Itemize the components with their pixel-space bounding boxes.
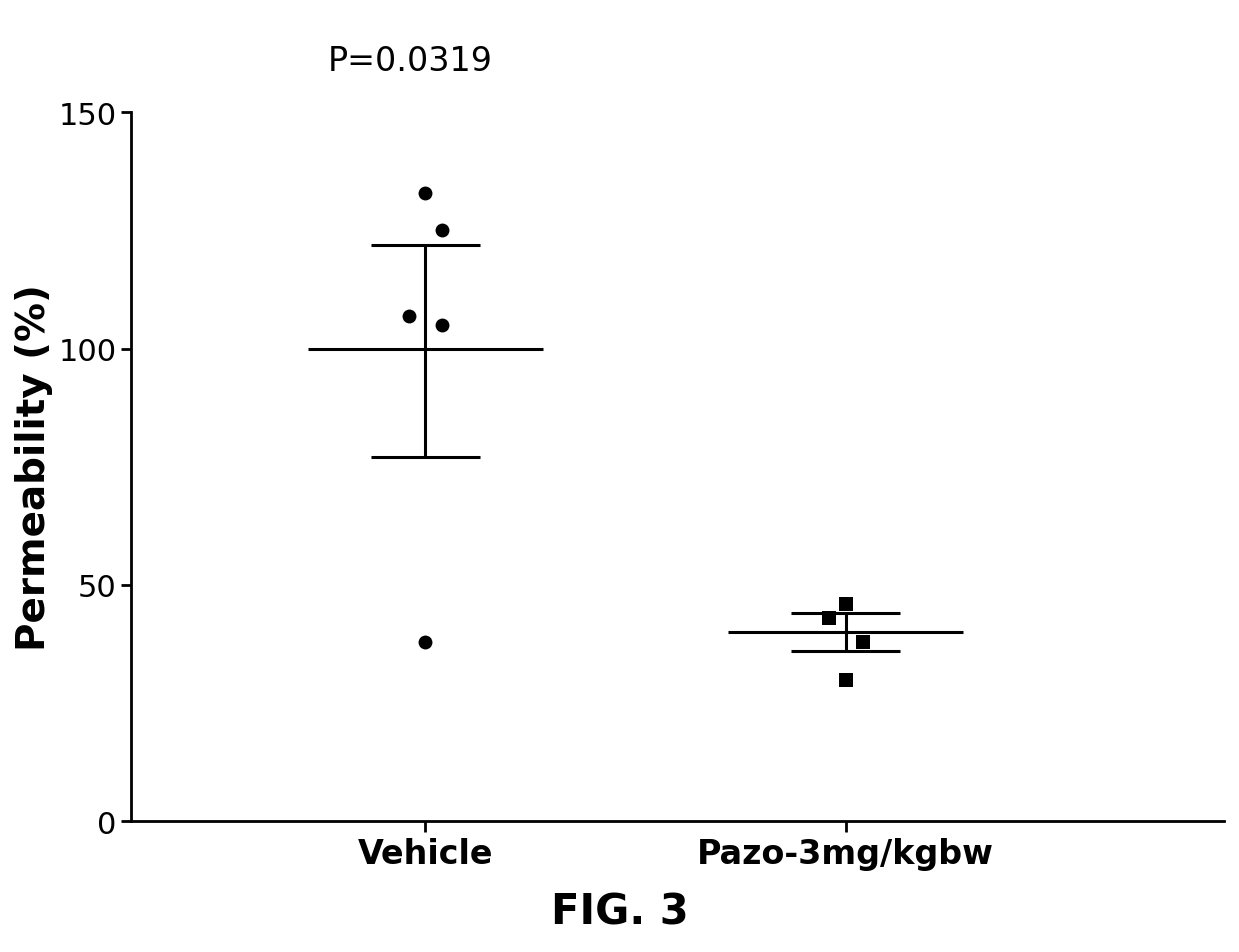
Point (432, 224, 452, 239)
Point (415, 634, 435, 649)
Point (819, 611, 839, 626)
Point (836, 672, 856, 687)
Y-axis label: Permeability (%): Permeability (%) (15, 284, 53, 650)
Point (399, 308, 419, 324)
Point (852, 634, 872, 649)
Point (432, 318, 452, 333)
Point (415, 186, 435, 201)
Point (836, 597, 856, 612)
Text: P=0.0319: P=0.0319 (328, 45, 493, 78)
Text: FIG. 3: FIG. 3 (550, 891, 689, 933)
